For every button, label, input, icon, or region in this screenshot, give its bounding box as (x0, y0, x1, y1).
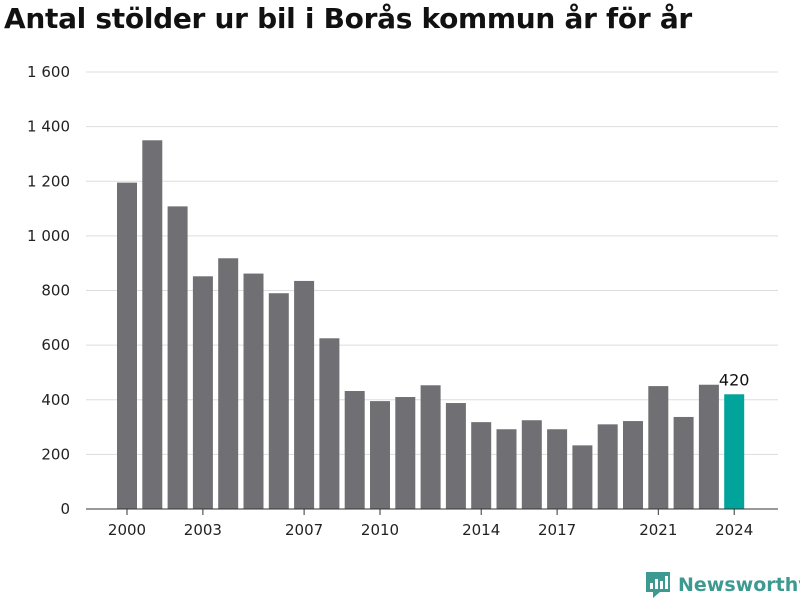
bar-2022 (673, 416, 694, 509)
y-tick-label: 1 200 (27, 172, 70, 190)
bar-2011 (395, 397, 416, 509)
bar-2003 (192, 276, 213, 509)
bar-2001 (142, 140, 163, 509)
x-tick-label: 2021 (639, 521, 677, 539)
y-tick-label: 200 (41, 445, 70, 463)
x-tick-label: 2024 (715, 521, 753, 539)
bar-2010 (370, 401, 390, 509)
bar-2009 (344, 391, 365, 509)
brand-name: Newsworthy (678, 574, 800, 596)
bar-2016 (521, 420, 542, 509)
y-tick-label: 0 (60, 500, 70, 518)
brand-logo: Newsworthy (644, 570, 800, 600)
bar-2021 (648, 386, 669, 509)
bar-2023 (698, 384, 719, 509)
bar-2012 (420, 385, 441, 509)
bar-2024 (724, 394, 745, 509)
bar-2007 (294, 280, 315, 509)
bar-2000 (117, 182, 137, 509)
bar-2005 (243, 273, 264, 509)
chart-title: Antal stölder ur bil i Borås kommun år f… (4, 2, 692, 35)
y-tick-label: 600 (41, 336, 70, 354)
bar-2002 (167, 206, 188, 509)
x-tick-label: 2017 (538, 521, 576, 539)
x-tick-label: 2003 (184, 521, 222, 539)
x-tick-label: 2007 (285, 521, 323, 539)
bar-2004 (218, 258, 239, 509)
bar-2019 (597, 424, 618, 509)
data-label-2024: 420 (719, 370, 750, 389)
y-tick-label: 1 600 (27, 63, 70, 81)
bar-2020 (623, 421, 643, 509)
newsworthy-logo-icon (646, 572, 670, 598)
bar-2006 (268, 293, 289, 509)
bar-2013 (445, 403, 466, 509)
x-tick-label: 2000 (108, 521, 146, 539)
y-tick-label: 1 400 (27, 118, 70, 136)
bar-2018 (572, 445, 593, 509)
bar-2017 (547, 429, 568, 509)
bar-2014 (471, 422, 492, 509)
x-tick-label: 2014 (462, 521, 500, 539)
y-tick-label: 1 000 (27, 227, 70, 245)
bar-2015 (496, 429, 517, 509)
bar-2008 (319, 338, 340, 509)
x-tick-label: 2010 (361, 521, 399, 539)
y-tick-label: 400 (41, 391, 70, 409)
y-tick-label: 800 (41, 282, 70, 300)
